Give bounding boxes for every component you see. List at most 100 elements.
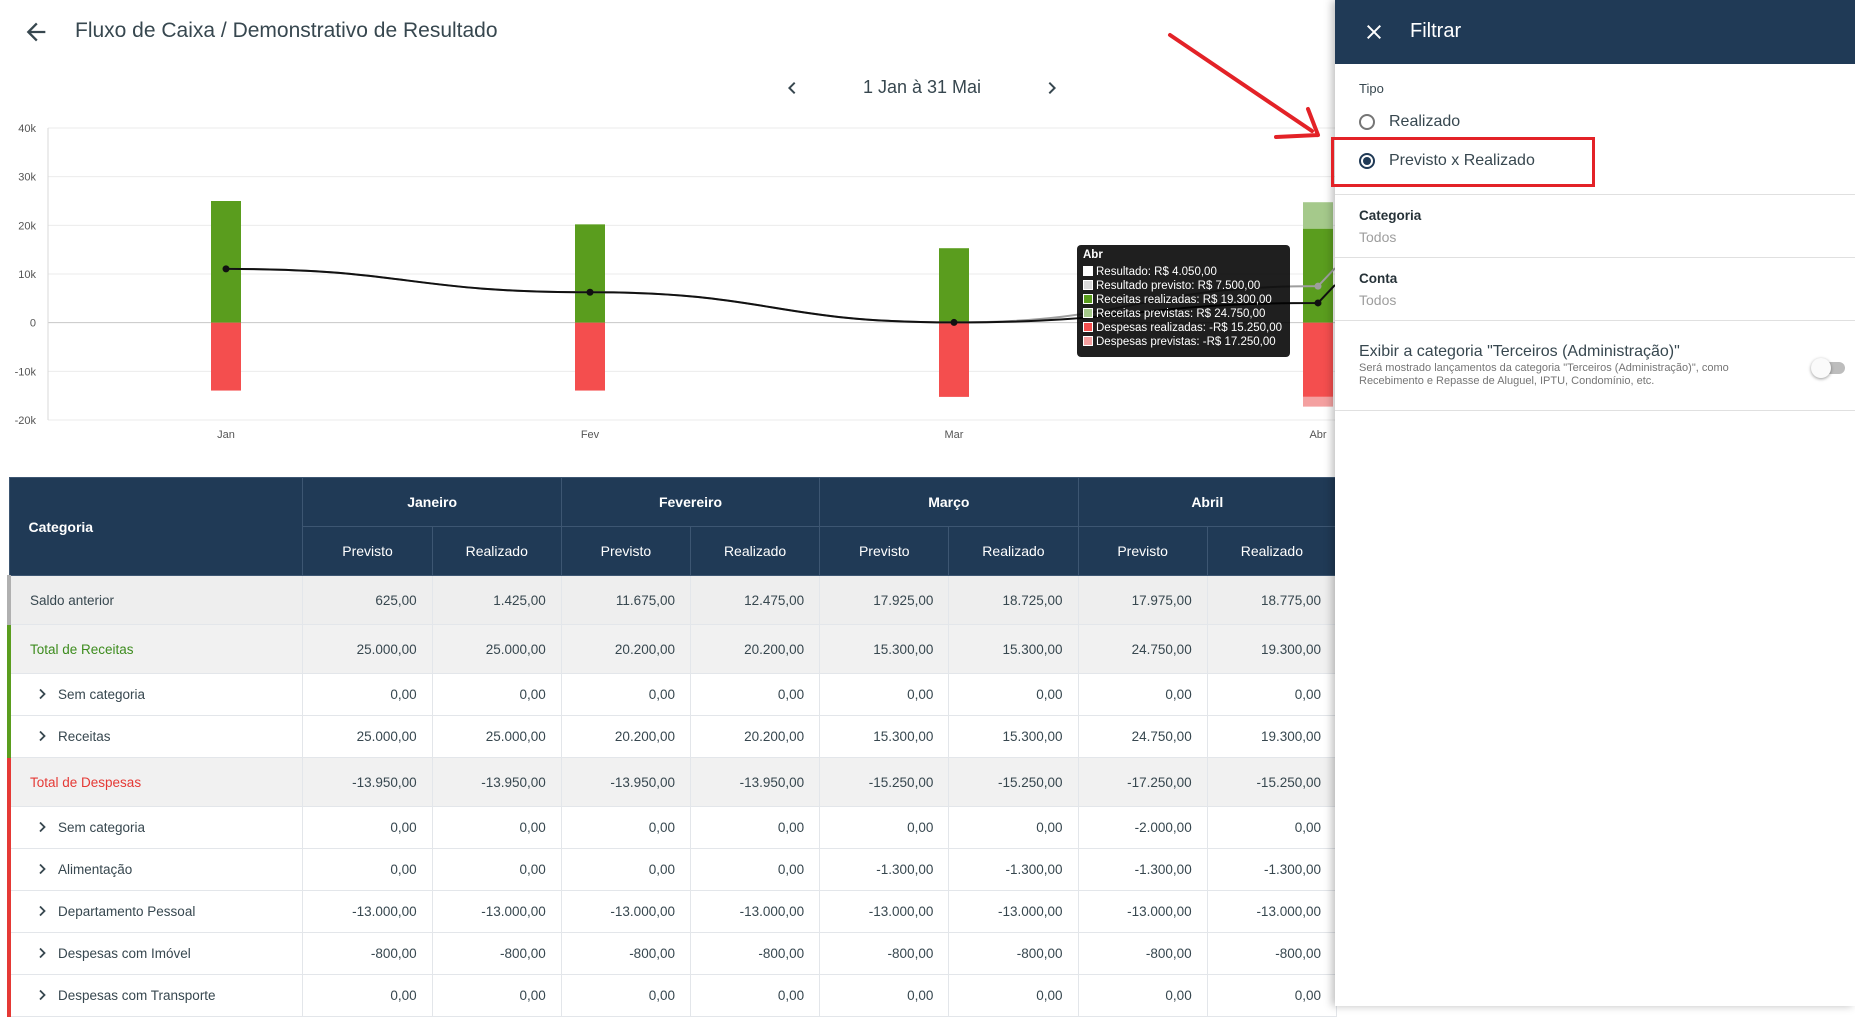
toggle-knob[interactable] <box>1811 358 1831 378</box>
value-cell: 15.300,00 <box>948 715 1079 758</box>
y-tick-label: -20k <box>15 415 37 427</box>
departamento-pessoal-row[interactable]: Departamento Pessoal -13.000,00 -13.000,00… <box>7 890 1338 933</box>
tooltip-swatch <box>1083 280 1093 290</box>
receitas-row[interactable]: Receitas 25.000,00 25.000,00 20.200,00 20.20… <box>7 715 1338 758</box>
value-cell: -800,00 <box>302 932 433 975</box>
alimentacao-row[interactable]: Alimentação 0,00 0,00 0,00 0,00 -1.300,00 -1.3… <box>7 848 1338 891</box>
conta-label: Conta <box>1359 271 1398 286</box>
chart-tooltip: Abr Resultado: R$ 4.050,00 Resultado prev… <box>1077 245 1290 357</box>
value-cell: 0,00 <box>302 974 433 1017</box>
bar-receitas-realizadas <box>211 201 241 323</box>
value-cell: 0,00 <box>561 806 691 849</box>
tooltip-row-text: Receitas previstas: R$ 24.750,00 <box>1096 308 1266 320</box>
value-cell: -800,00 <box>561 932 691 975</box>
row-label-cell[interactable]: Alimentação <box>7 848 304 891</box>
value-cell: 19.300,00 <box>1207 715 1338 758</box>
value-cell: -15.250,00 <box>819 757 950 807</box>
value-cell: 17.925,00 <box>819 575 950 625</box>
row-label-cell: Total de Receitas <box>7 624 304 674</box>
month-header: Abril <box>1077 477 1338 527</box>
receitas-sem-categoria-row[interactable]: Sem categoria 0,00 0,00 0,00 0,00 0,00 0,00 0,0… <box>7 673 1338 716</box>
value-cell: 15.300,00 <box>819 715 950 758</box>
value-cell: -13.950,00 <box>432 757 562 807</box>
category-header[interactable]: Categoria <box>8 477 304 576</box>
chevron-right-icon[interactable] <box>36 688 48 700</box>
chevron-right-icon[interactable] <box>36 989 48 1001</box>
value-cell: 0,00 <box>1207 673 1338 716</box>
page-title: Fluxo de Caixa / Demonstrativo de Result… <box>75 19 498 42</box>
tooltip-row: Receitas realizadas: R$ 19.300,00 <box>1083 293 1284 307</box>
row-label: Departamento Pessoal <box>58 904 196 919</box>
chevron-right-icon[interactable] <box>36 905 48 917</box>
tooltip-swatch <box>1083 308 1093 318</box>
bar-receitas-previstas <box>1303 202 1333 229</box>
despesas-imovel-row[interactable]: Despesas com Imóvel -800,00 -800,00 -800,00… <box>7 932 1338 975</box>
despesas-sem-categoria-row[interactable]: Sem categoria 0,00 0,00 0,00 0,00 0,00 0,00 -2.… <box>7 806 1338 849</box>
value-cell: 0,00 <box>1207 806 1338 849</box>
conta-field[interactable]: Conta Todos <box>1359 271 1799 308</box>
value-cell: 0,00 <box>432 673 562 716</box>
y-tick-label: 10k <box>18 269 36 281</box>
y-tick-label: 20k <box>18 220 36 232</box>
despesas-transporte-row[interactable]: Despesas com Transporte 0,00 0,00 0,00 0,00 0… <box>7 974 1338 1017</box>
tooltip-row-text: Despesas previstas: -R$ 17.250,00 <box>1096 336 1276 348</box>
bar-despesas-realizadas <box>211 322 241 391</box>
value-cell: -1.300,00 <box>819 848 950 891</box>
value-cell: -13.000,00 <box>1207 890 1338 933</box>
tooltip-row: Resultado previsto: R$ 7.500,00 <box>1083 279 1284 293</box>
chevron-left-icon[interactable] <box>780 76 804 100</box>
point-resultado <box>586 288 594 296</box>
radio-circle[interactable] <box>1359 114 1375 130</box>
row-label-cell[interactable]: Sem categoria <box>7 673 304 716</box>
value-cell: -800,00 <box>948 932 1079 975</box>
value-cell: 25.000,00 <box>302 715 433 758</box>
row-label: Total de Receitas <box>30 641 134 657</box>
radio-previsto-x-realizado[interactable]: Previsto x Realizado <box>1359 149 1599 175</box>
back-arrow-icon[interactable] <box>22 18 50 46</box>
y-tick-label: 30k <box>18 172 36 184</box>
value-cell: -800,00 <box>1207 932 1338 975</box>
chevron-right-icon[interactable] <box>36 821 48 833</box>
y-tick-label: 0 <box>30 318 36 330</box>
categoria-field[interactable]: Categoria Todos <box>1359 208 1799 245</box>
value-cell: 0,00 <box>819 806 950 849</box>
value-cell: -1.300,00 <box>1078 848 1208 891</box>
row-label-cell[interactable]: Sem categoria <box>7 806 304 849</box>
row-label: Sem categoria <box>58 687 146 702</box>
row-label: Despesas com Imóvel <box>58 946 191 961</box>
row-label-cell: Saldo anterior <box>7 575 304 625</box>
chevron-right-icon[interactable] <box>36 730 48 742</box>
divider <box>1335 194 1855 195</box>
row-label-cell[interactable]: Receitas <box>7 715 304 758</box>
row-label: Receitas <box>58 729 111 744</box>
value-cell: 19.300,00 <box>1207 624 1338 674</box>
row-label-cell[interactable]: Departamento Pessoal <box>7 890 304 933</box>
tooltip-title: Abr <box>1083 249 1103 261</box>
close-icon[interactable] <box>1362 20 1386 44</box>
value-cell: -800,00 <box>690 932 821 975</box>
value-cell: -17.250,00 <box>1078 757 1208 807</box>
tooltip-swatch <box>1083 266 1093 276</box>
chevron-right-icon[interactable] <box>36 947 48 959</box>
row-label-cell[interactable]: Despesas com Transporte <box>7 974 304 1017</box>
y-tick-label: -10k <box>15 366 37 378</box>
value-cell: -13.950,00 <box>302 757 433 807</box>
radio-realizado[interactable]: Realizado <box>1359 110 1559 136</box>
x-tick-label: Fev <box>581 429 600 441</box>
value-cell: 0,00 <box>690 848 821 891</box>
value-cell: 20.200,00 <box>561 715 691 758</box>
row-label: Saldo anterior <box>30 592 115 608</box>
radio-circle-selected[interactable] <box>1359 153 1375 169</box>
value-cell: 0,00 <box>690 974 821 1017</box>
y-tick-label: 40k <box>18 123 36 135</box>
value-cell: -800,00 <box>432 932 562 975</box>
tooltip-row: Despesas realizadas: -R$ 15.250,00 <box>1083 321 1284 335</box>
value-cell: -13.950,00 <box>690 757 821 807</box>
row-label-cell[interactable]: Despesas com Imóvel <box>7 932 304 975</box>
chevron-right-icon[interactable] <box>1040 76 1064 100</box>
chevron-right-icon[interactable] <box>36 863 48 875</box>
value-cell: 0,00 <box>1207 974 1338 1017</box>
point-resultado <box>222 265 230 273</box>
terceiros-toggle[interactable] <box>1811 358 1845 378</box>
x-tick-label: Mar <box>945 429 964 441</box>
